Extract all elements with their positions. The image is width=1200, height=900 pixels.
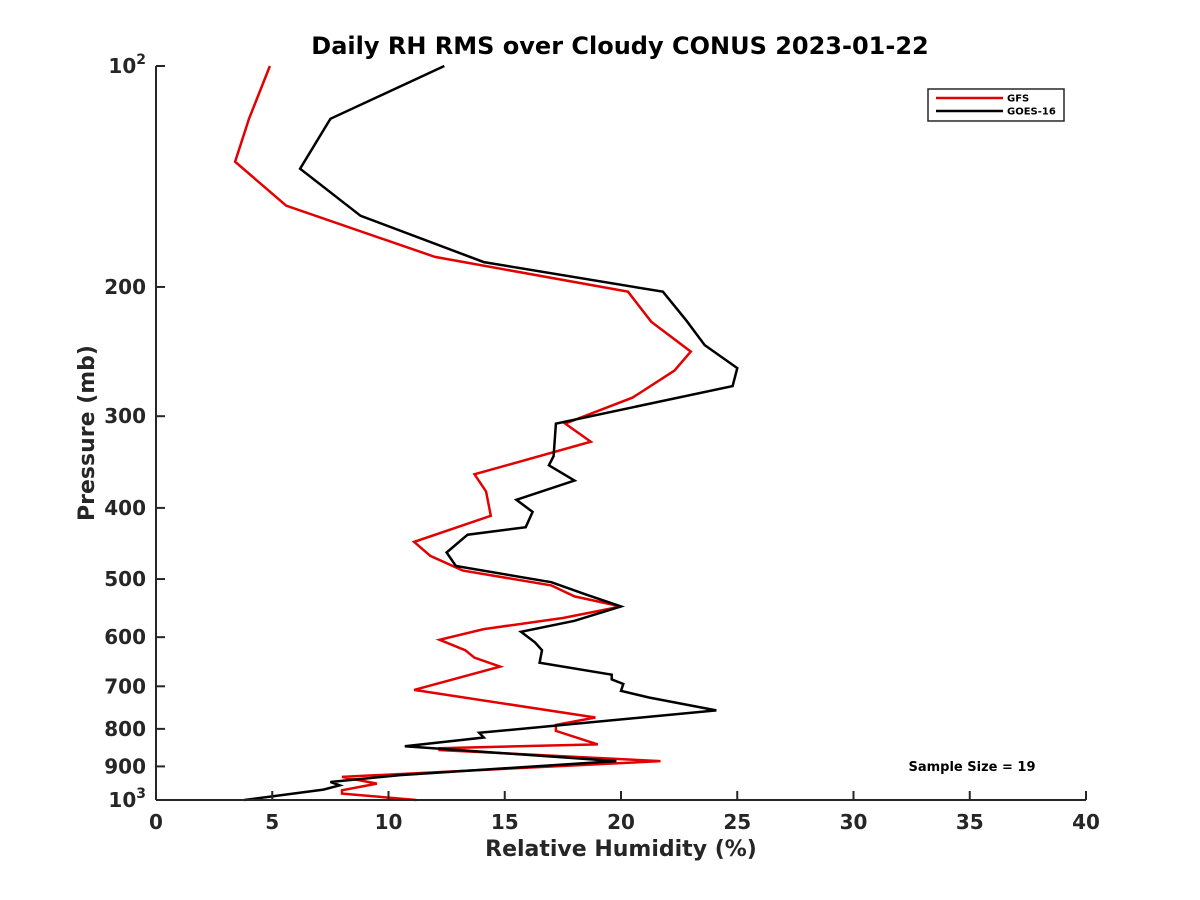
y-tick-label: 102 [108,52,146,78]
series-layer [233,64,739,802]
y-tick-label: 800 [104,717,146,741]
y-tick-label: 200 [104,275,146,299]
x-tick-label: 35 [956,810,984,834]
x-ticks: 0 5 10 15 20 25 30 35 40 [149,791,1100,834]
series-line-goes16 [244,64,739,802]
x-tick-label: 15 [491,810,519,834]
y-tick-label: 600 [104,625,146,649]
y-tick-label: 900 [104,754,146,778]
legend: GFS GOES-16 [927,88,1065,122]
legend-label-gfs: GFS [1007,94,1029,105]
y-tick-label: 400 [104,496,146,520]
x-axis-label: Relative Humidity (%) [485,837,757,862]
x-tick-label: 5 [265,810,279,834]
legend-label-goes16: GOES-16 [1007,107,1056,118]
x-tick-label: 30 [840,810,868,834]
x-tick-label: 0 [149,810,163,834]
x-tick-label: 20 [607,810,635,834]
sample-size-annotation: Sample Size = 19 [908,760,1035,775]
chart-title: Daily RH RMS over Cloudy CONUS 2023-01-2… [311,32,928,60]
y-tick-label: 103 [108,786,146,812]
y-tick-label: 300 [104,404,146,428]
y-ticks: 102 200 300 400 500 600 700 800 900 103 [104,52,165,812]
x-tick-label: 40 [1072,810,1100,834]
legend-box [927,88,1065,122]
y-tick-label: 500 [104,567,146,591]
x-tick-label: 10 [375,810,403,834]
y-tick-label: 700 [104,674,146,698]
y-axis-label: Pressure (mb) [75,345,100,521]
x-tick-label: 25 [723,810,751,834]
